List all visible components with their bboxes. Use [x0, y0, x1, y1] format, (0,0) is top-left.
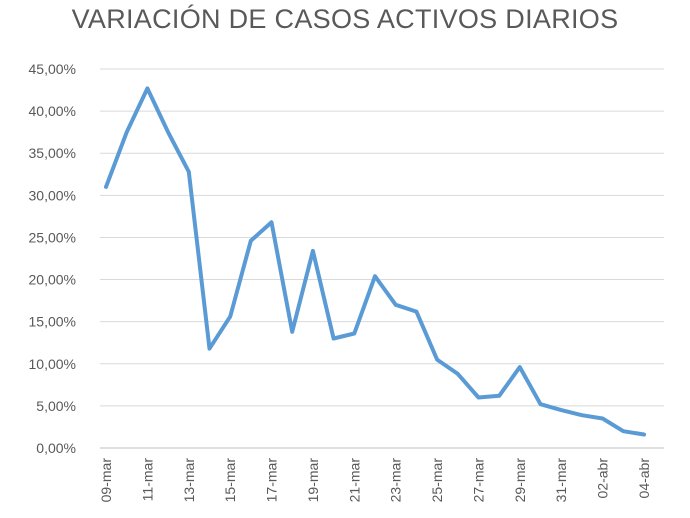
data-point: [145, 86, 150, 91]
x-axis-ticks: 09-mar 11-mar 13-mar 15-mar 17-mar 19-mar 21-m…: [98, 458, 652, 503]
chart-title: VARIACIÓN DE CASOS ACTIVOS DIARIOS: [71, 4, 619, 34]
x-tick-label: 31-mar: [553, 458, 569, 503]
data-point: [518, 365, 522, 369]
x-tick-label: 25-mar: [429, 458, 445, 503]
x-tick-label: 02-abr: [595, 458, 611, 499]
x-tick-label: 23-mar: [388, 458, 404, 503]
data-point: [455, 372, 460, 376]
y-tick-label: 20,00%: [29, 272, 76, 288]
y-tick-label: 25,00%: [29, 229, 76, 245]
y-tick-label: 40,00%: [29, 103, 76, 119]
data-point: [621, 429, 626, 433]
data-point: [497, 393, 501, 398]
x-tick-label: 11-mar: [139, 458, 155, 502]
y-tick-label: 10,00%: [29, 356, 76, 372]
y-tick-label: 30,00%: [29, 187, 76, 203]
y-tick-label: 45,00%: [29, 61, 76, 77]
x-tick-label: 29-mar: [512, 458, 528, 503]
y-tick-label: 5,00%: [36, 398, 76, 414]
data-point: [269, 220, 274, 225]
data-point: [207, 346, 212, 351]
data-point: [476, 395, 481, 400]
data-point: [186, 169, 191, 174]
data-point: [393, 303, 398, 307]
x-tick-label: 21-mar: [346, 458, 362, 503]
data-point: [249, 239, 253, 243]
series-layer: [104, 86, 646, 437]
data-point: [352, 331, 357, 336]
data-point: [559, 408, 564, 412]
data-point: [373, 274, 377, 278]
x-tick-label: 17-mar: [264, 458, 280, 503]
data-point: [580, 413, 584, 417]
x-tick-label: 04-abr: [636, 458, 652, 499]
y-tick-label: 0,00%: [36, 440, 76, 456]
x-tick-label: 13-mar: [181, 458, 197, 503]
data-point: [331, 336, 336, 341]
data-point: [600, 416, 605, 421]
x-tick-label: 27-mar: [470, 458, 486, 503]
gridlines: [100, 68, 664, 449]
x-tick-label: 09-mar: [98, 458, 114, 503]
y-tick-label: 15,00%: [29, 314, 76, 330]
data-point: [104, 185, 108, 189]
y-axis-ticks: 0,00% 5,00% 10,00% 15,00% 20,00% 25,00% 30,00%…: [29, 61, 76, 456]
data-point: [414, 309, 419, 314]
x-tick-label: 19-mar: [305, 458, 321, 503]
data-point: [435, 357, 439, 362]
data-point: [228, 314, 232, 319]
y-tick-label: 35,00%: [29, 145, 76, 161]
data-point: [166, 130, 170, 134]
data-point: [290, 329, 295, 334]
series-line: [104, 86, 646, 437]
data-point: [538, 402, 543, 407]
x-tick-label: 15-mar: [222, 458, 238, 503]
data-point: [642, 432, 646, 437]
data-point: [311, 249, 315, 253]
data-point: [124, 130, 129, 134]
